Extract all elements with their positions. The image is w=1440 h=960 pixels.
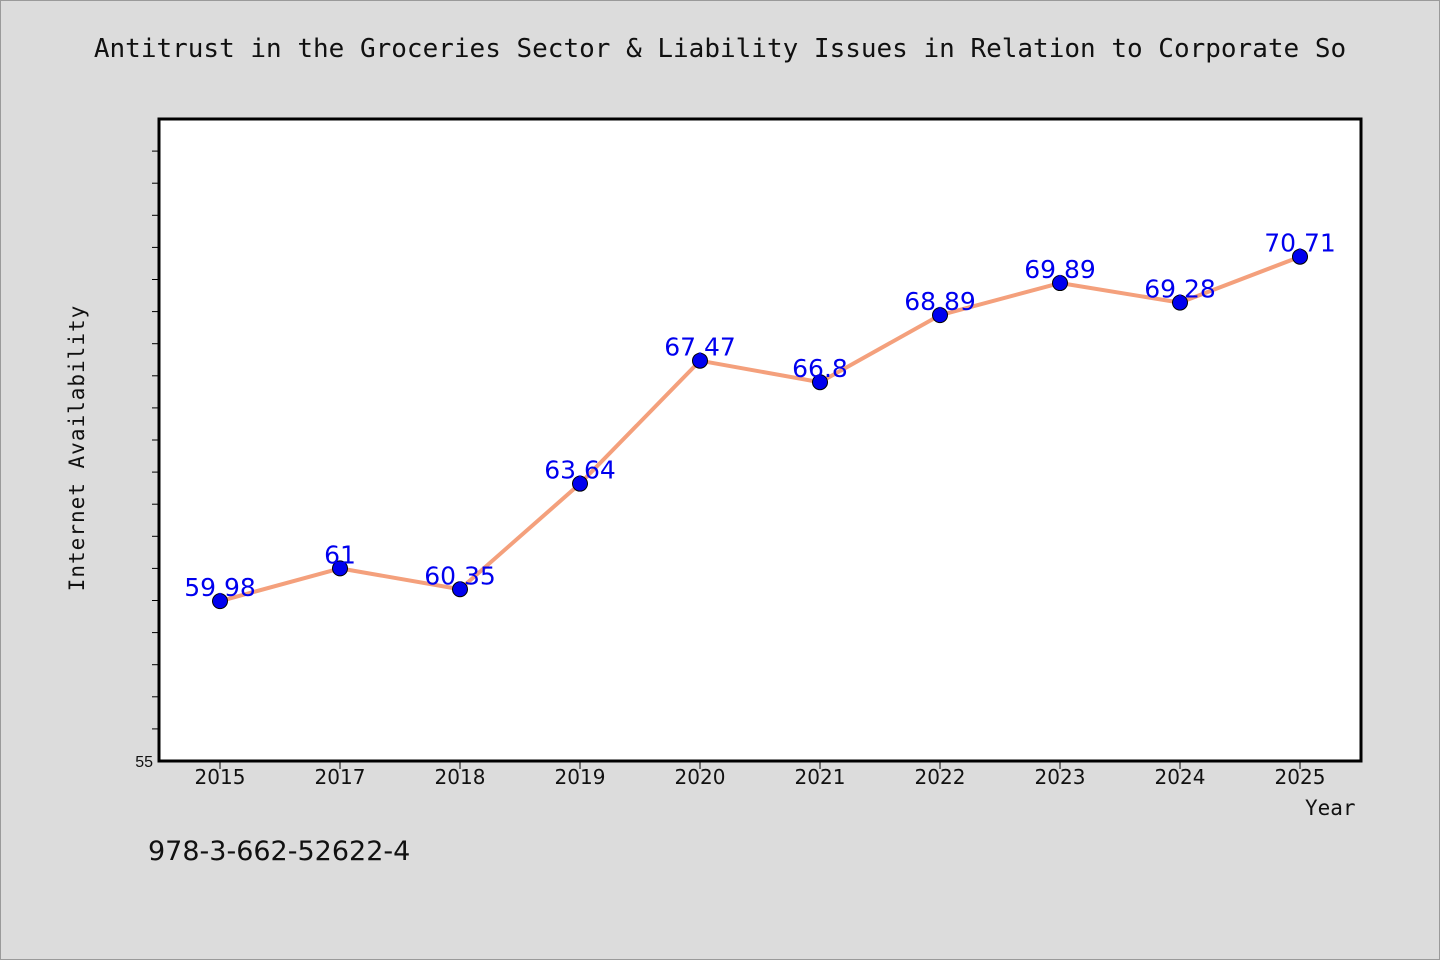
data-label: 60.35 [424,561,496,590]
series-group: 59.98 61 60.35 63.64 67.47 66.8 68.89 69.89 69.2… [184,229,1336,610]
data-point [1292,248,1308,265]
x-axis-ticks: 2015 2017 2018 2019 2020 2021 2022 2023 2024 2025 [195,761,1326,789]
data-label: 59.98 [184,573,256,602]
data-point [572,475,588,492]
data-label: 63.64 [544,456,616,485]
data-label: 68.89 [904,287,976,316]
data-point [452,581,468,598]
data-label: 70.71 [1264,229,1336,258]
data-label: 61 [324,540,356,569]
data-label: 66.8 [792,354,848,383]
x-tick-label: 2018 [435,765,486,789]
y-tick-label: 55 [135,754,153,771]
data-label: 67.47 [664,333,736,362]
x-axis-label: Year [1305,796,1356,820]
data-point [1172,294,1188,311]
x-tick-label: 2024 [1155,765,1206,789]
series-line [219,254,1301,604]
x-tick-label: 2020 [675,765,726,789]
x-tick-label: 2025 [1275,765,1326,789]
data-label: 69.89 [1024,255,1096,284]
x-tick-label: 2019 [555,765,606,789]
chart-title: Antitrust in the Groceries Sector & Liab… [93,34,1347,64]
y-axis-ticks: 55 [135,150,159,771]
data-label: 69.28 [1144,275,1216,304]
plot-area [157,117,1363,763]
data-point [1052,275,1068,292]
data-point [812,374,828,391]
data-point [212,593,228,610]
data-point [692,352,708,369]
data-point [932,307,948,324]
x-tick-label: 2021 [795,765,846,789]
x-tick-label: 2023 [1035,765,1086,789]
data-point [332,560,348,577]
footnote-isbn: 978-3-662-52622-4 [148,836,411,867]
x-tick-label: 2017 [315,765,366,789]
x-tick-label: 2015 [195,765,246,789]
x-tick-label: 2022 [915,765,966,789]
